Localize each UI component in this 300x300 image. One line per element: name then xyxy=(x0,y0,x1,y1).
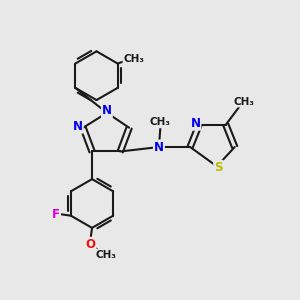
Text: CH₃: CH₃ xyxy=(150,117,171,128)
Text: N: N xyxy=(154,140,164,154)
Text: N: N xyxy=(73,120,83,133)
Text: CH₃: CH₃ xyxy=(124,54,145,64)
Text: N: N xyxy=(102,104,112,117)
Text: N: N xyxy=(190,117,200,130)
Text: F: F xyxy=(52,208,60,221)
Text: CH₃: CH₃ xyxy=(95,250,116,260)
Text: S: S xyxy=(214,161,223,174)
Text: CH₃: CH₃ xyxy=(233,97,254,106)
Text: O: O xyxy=(85,238,96,251)
